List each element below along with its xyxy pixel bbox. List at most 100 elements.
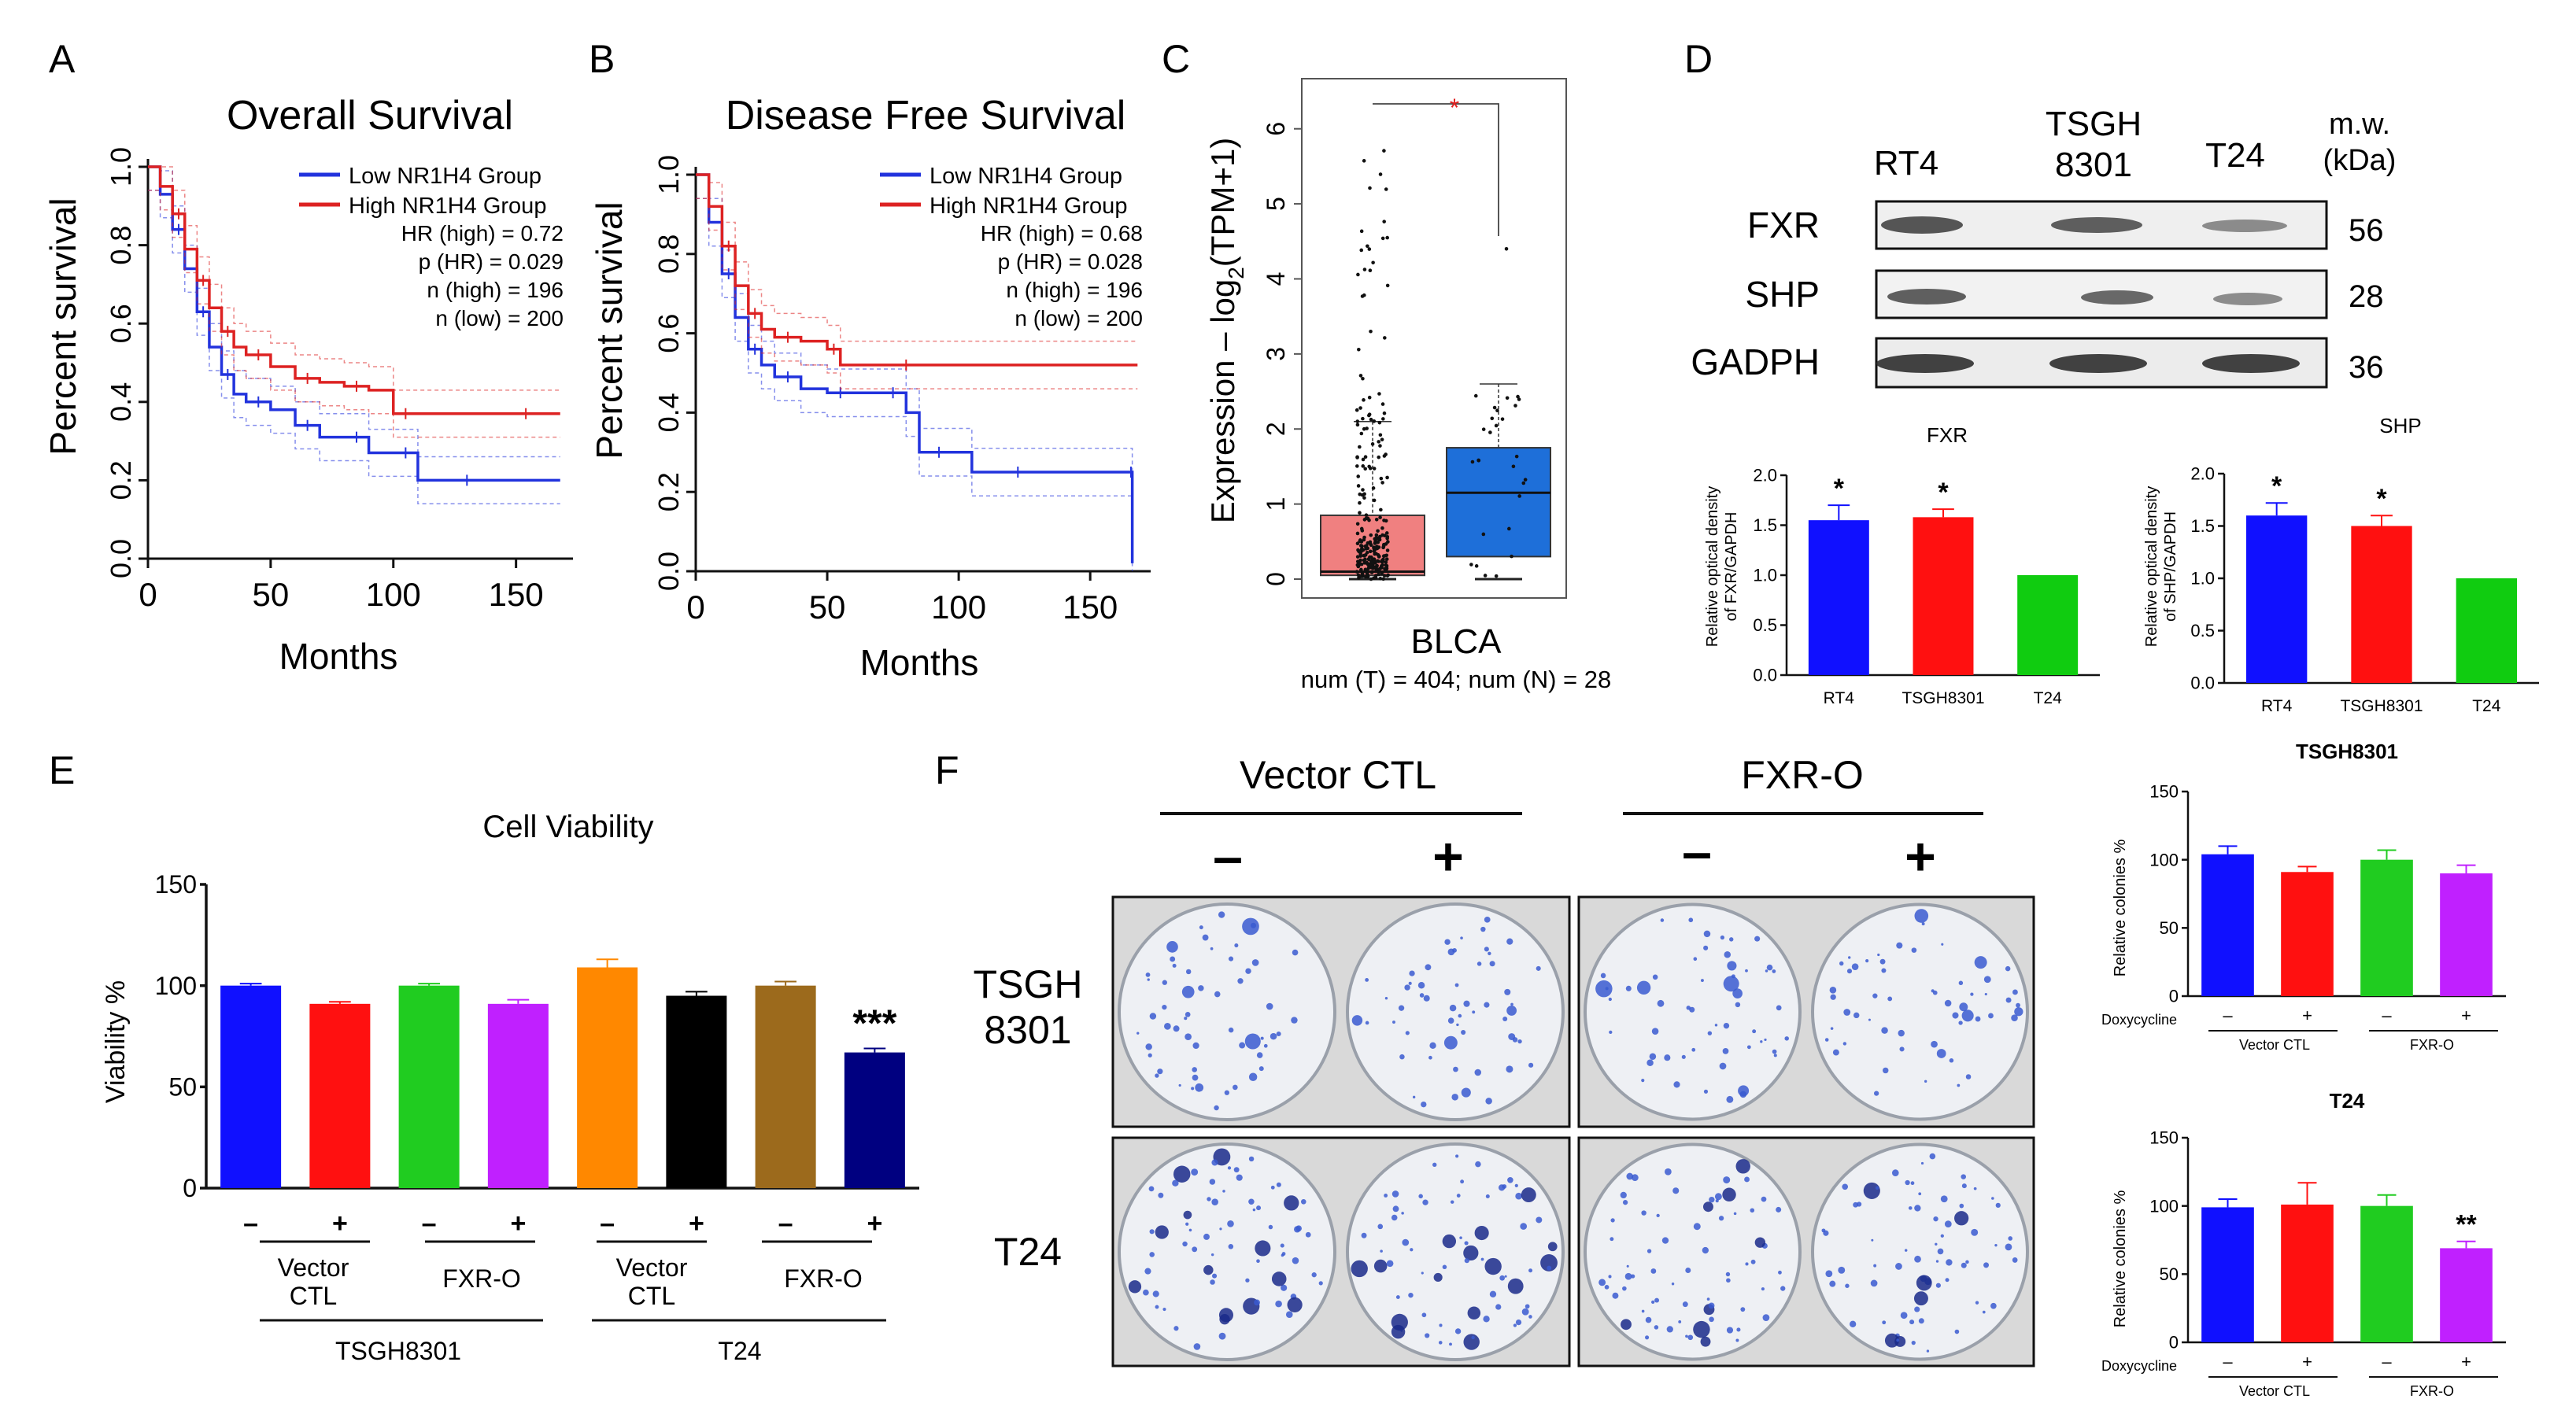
colony: [1425, 1333, 1430, 1338]
panel-a: A Overall Survival Percent survival Mont…: [43, 37, 573, 677]
colony: [1218, 911, 1225, 918]
colony: [1610, 1218, 1615, 1223]
colony: [1489, 1290, 1497, 1297]
bar: [2456, 578, 2517, 683]
data-point: [1372, 546, 1377, 551]
colony: [1681, 1054, 1686, 1059]
colony: [1848, 956, 1851, 959]
colony: [1924, 1080, 1927, 1083]
data-point: [1358, 374, 1363, 378]
colony: [1718, 1216, 1724, 1221]
colony: [1463, 1245, 1479, 1261]
data-point: [1372, 498, 1377, 503]
colony: [1744, 1176, 1750, 1183]
panel-e-treatment-labels: – + – + – + – +: [243, 1209, 882, 1238]
colony: [1429, 1042, 1436, 1050]
colony: [1474, 1225, 1489, 1241]
colony: [1732, 988, 1743, 998]
f-minus-1: –: [1213, 827, 1243, 887]
panel-a-plot: 0.0 0.2 0.4 0.6 0.8 1.0 0 50 100 150: [105, 147, 573, 613]
f-tsgh-treatment-labels: – + – + Doxycycline Vector CTL FXR-O: [2101, 1006, 2498, 1053]
data-point: [1358, 511, 1362, 515]
colony: [1136, 1032, 1140, 1035]
colony: [1147, 978, 1150, 981]
colony: [1507, 1278, 1524, 1294]
data-point: [1474, 564, 1479, 568]
colony: [1624, 1272, 1632, 1280]
data-point: [1365, 568, 1369, 573]
colony: [2014, 1007, 2023, 1017]
colony: [1714, 1193, 1722, 1201]
colony: [1456, 1194, 1461, 1198]
minus-label: –: [243, 1209, 258, 1238]
colony: [1365, 1021, 1369, 1025]
sig-mark: *: [1834, 474, 1845, 504]
colony: [1994, 1243, 1998, 1247]
data-point: [1358, 554, 1363, 558]
data-point: [1384, 560, 1388, 564]
colony: [1248, 1198, 1255, 1205]
minus-label: –: [2382, 1006, 2392, 1025]
colony: [1472, 1010, 1476, 1014]
colony: [1480, 1257, 1484, 1261]
ci-lower-line: [696, 197, 1138, 389]
data-point: [1367, 395, 1372, 400]
colony: [1172, 963, 1177, 968]
data-point: [1362, 398, 1366, 402]
f-plus-2: +: [1905, 827, 1936, 887]
data-point: [1365, 550, 1369, 555]
data-point: [1510, 554, 1513, 559]
data-point: [1359, 549, 1364, 553]
colony: [1237, 978, 1244, 984]
colony: [1525, 1304, 1530, 1309]
colony: [1270, 1032, 1277, 1040]
colony: [1495, 1304, 1502, 1310]
panel-a-title: Overall Survival: [227, 93, 513, 138]
colony: [1517, 1039, 1522, 1044]
colony: [1709, 1316, 1714, 1323]
colony: [1824, 1038, 1829, 1042]
colony: [1463, 1000, 1470, 1007]
fxr-o-label: FXR-O: [2410, 1383, 2454, 1399]
colony: [1148, 1053, 1152, 1057]
data-point: [1384, 557, 1389, 561]
colony: [1723, 1176, 1731, 1184]
colony: [1974, 956, 1987, 969]
colony: [2005, 1243, 2012, 1251]
colony: [1484, 1002, 1490, 1008]
plus-label: +: [867, 1209, 882, 1238]
data-point: [1363, 455, 1368, 460]
data-point: [1359, 229, 1364, 234]
panel-d-letter: D: [1684, 37, 1713, 81]
f-t24-ylabel: Relative colonies %: [2112, 1190, 2129, 1328]
colony: [1145, 972, 1151, 977]
sig-star: *: [1450, 94, 1459, 122]
colony: [1510, 1002, 1513, 1006]
panel-e-title: Cell Viability: [482, 810, 653, 844]
colony: [1506, 1005, 1517, 1016]
data-point: [1378, 433, 1383, 437]
colony: [1423, 995, 1430, 1002]
colony: [1726, 1095, 1734, 1103]
data-point: [1358, 445, 1362, 449]
data-point: [1375, 563, 1379, 568]
colony: [2012, 989, 2018, 995]
data-point: [1361, 416, 1365, 421]
colony: [1776, 1206, 1782, 1212]
data-point: [1516, 394, 1520, 399]
y-tick-label: 50: [2160, 1264, 2179, 1284]
colony: [2005, 997, 2012, 1003]
colony: [1608, 1275, 1612, 1279]
colony: [1402, 1238, 1410, 1246]
shp-bar-chart: 0.0 0.5 1.0 1.5 2.0 * RT4 * TSGH8301 T24: [2190, 464, 2539, 715]
data-point: [1373, 541, 1377, 545]
colony: [1849, 1320, 1857, 1327]
colony: [1421, 1312, 1427, 1318]
colony: [1720, 935, 1725, 940]
colony: [1191, 1168, 1199, 1176]
colony: [1949, 1058, 1954, 1063]
colony: [1536, 1216, 1543, 1224]
colony: [1170, 956, 1176, 962]
data-point: [1372, 558, 1376, 563]
